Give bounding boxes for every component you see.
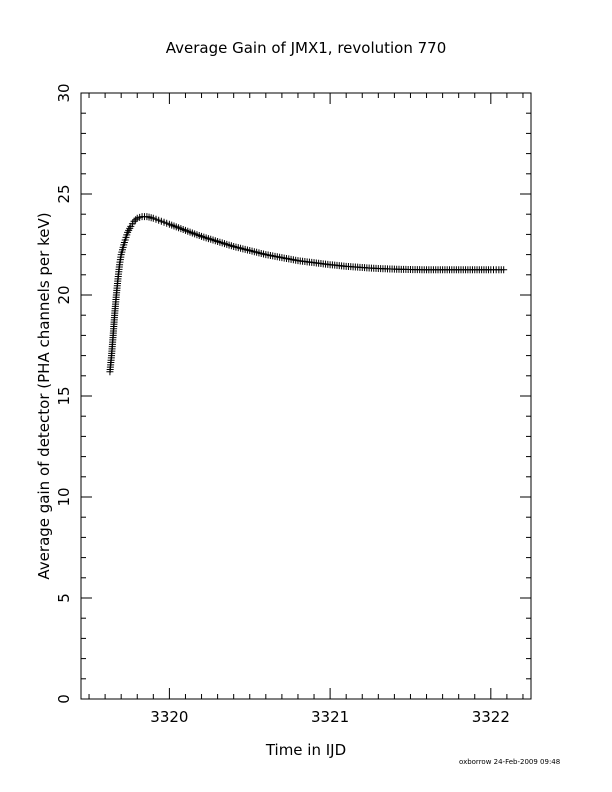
y-tick-label: 20 bbox=[55, 285, 73, 304]
chart-title: Average Gain of JMX1, revolution 770 bbox=[166, 39, 447, 57]
y-tick-label: 25 bbox=[55, 184, 73, 203]
plot-frame bbox=[80, 92, 532, 700]
x-tick-label: 3320 bbox=[150, 708, 188, 726]
y-tick-label: 10 bbox=[55, 487, 73, 506]
data-point bbox=[130, 217, 138, 225]
data-point bbox=[500, 266, 508, 274]
footer-credit: oxborrow 24-Feb-2009 09:48 bbox=[459, 758, 561, 766]
y-tick-label: 15 bbox=[55, 386, 73, 405]
y-axis-label: Average gain of detector (PHA channels p… bbox=[35, 212, 53, 579]
data-points bbox=[106, 213, 508, 376]
x-tick-label: 3321 bbox=[311, 708, 349, 726]
axis-ticks bbox=[81, 92, 531, 700]
axis-tick-labels: 3320 3321 3322 0 5 10 15 20 25 30 bbox=[55, 83, 510, 726]
y-tick-label: 30 bbox=[55, 83, 73, 102]
y-tick-label: 0 bbox=[55, 694, 73, 704]
data-point bbox=[132, 216, 140, 224]
x-axis-label: Time in IJD bbox=[265, 741, 346, 759]
x-tick-label: 3322 bbox=[472, 708, 510, 726]
y-tick-label: 5 bbox=[55, 593, 73, 603]
